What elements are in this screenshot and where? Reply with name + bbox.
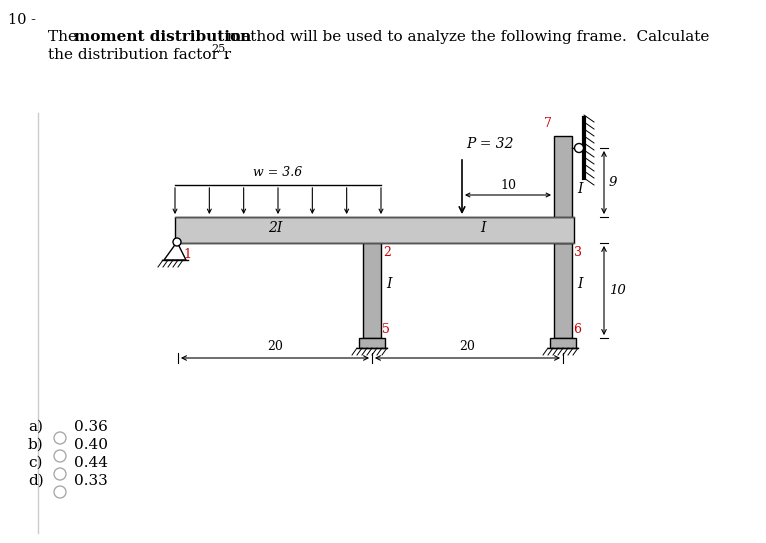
Circle shape [54, 468, 66, 480]
Text: 10: 10 [500, 179, 516, 192]
Text: 1: 1 [183, 248, 191, 261]
Text: 10: 10 [609, 284, 626, 297]
Text: a): a) [28, 420, 43, 434]
Circle shape [54, 432, 66, 444]
Text: 2I: 2I [268, 221, 282, 235]
Circle shape [54, 486, 66, 498]
Text: the distribution factor r: the distribution factor r [48, 48, 231, 62]
Text: method will be used to analyze the following frame.  Calculate: method will be used to analyze the follo… [222, 30, 709, 44]
Text: moment distribution: moment distribution [74, 30, 251, 44]
Circle shape [54, 450, 66, 462]
Text: d): d) [28, 474, 44, 488]
Text: The: The [48, 30, 82, 44]
Text: 2: 2 [383, 246, 391, 259]
Bar [363, 230, 381, 338]
Text: P = 32: P = 32 [466, 137, 513, 151]
Text: I: I [386, 277, 391, 291]
Text: 3: 3 [574, 246, 582, 259]
Text: c): c) [28, 456, 42, 470]
Text: 10 -: 10 - [8, 13, 36, 27]
Text: I: I [480, 221, 485, 235]
Text: 20: 20 [460, 340, 476, 353]
Text: I: I [577, 277, 582, 291]
Text: 0.40: 0.40 [74, 438, 108, 452]
Text: 0.36: 0.36 [74, 420, 108, 434]
Bar [554, 230, 572, 338]
Text: 5: 5 [382, 323, 390, 336]
Circle shape [574, 143, 584, 153]
Text: 7: 7 [544, 117, 552, 130]
Text: 0.33: 0.33 [74, 474, 108, 488]
Text: .: . [225, 48, 230, 62]
Text: 6: 6 [573, 323, 581, 336]
Text: b): b) [28, 438, 44, 452]
Polygon shape [164, 242, 186, 260]
Bar [175, 217, 574, 243]
Text: 9: 9 [609, 176, 617, 189]
Text: 25: 25 [211, 44, 225, 54]
Bar [554, 136, 572, 243]
Text: 20: 20 [267, 340, 283, 353]
Text: 0.44: 0.44 [74, 456, 108, 470]
Circle shape [173, 238, 181, 246]
Text: I: I [577, 182, 582, 196]
Bar [359, 338, 385, 348]
Bar [550, 338, 576, 348]
Text: w = 3.6: w = 3.6 [254, 166, 303, 179]
